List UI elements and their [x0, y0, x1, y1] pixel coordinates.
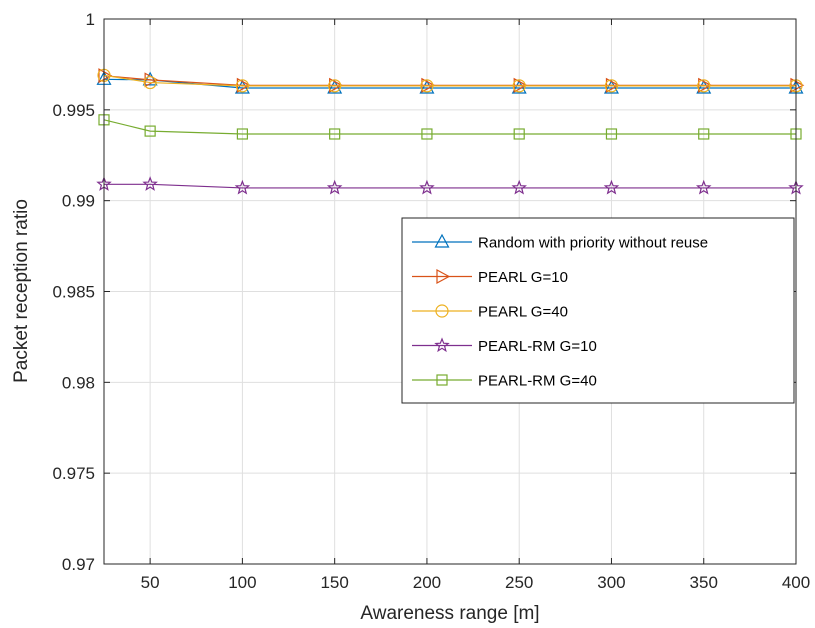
star-marker — [234, 179, 251, 195]
circle-marker — [143, 75, 157, 90]
star-marker — [142, 176, 158, 191]
x-tick-label: 150 — [320, 573, 348, 592]
x-tick-label: 250 — [505, 573, 533, 592]
circle-marker — [697, 79, 711, 93]
y-tick-label: 0.99 — [62, 192, 95, 211]
y-tick-label: 0.98 — [62, 373, 95, 392]
series-3 — [97, 68, 803, 93]
legend-label: PEARL-RM G=40 — [478, 373, 597, 390]
legend-label: PEARL G=10 — [478, 269, 568, 286]
circle-marker — [328, 79, 342, 93]
legend-item: PEARL-RM G=10 — [412, 337, 597, 355]
x-axis-label: Awareness range [m] — [360, 603, 539, 624]
star-marker — [326, 179, 343, 195]
series-line — [103, 74, 796, 87]
legend-label: Random with priority without reuse — [478, 235, 708, 252]
star-marker — [695, 179, 712, 195]
legend-item: PEARL G=10 — [412, 268, 568, 286]
x-axis: 50 100 150 200 250 300 350 400 — [141, 19, 810, 592]
star-marker — [419, 179, 435, 195]
circle-marker — [235, 79, 249, 93]
y-tick-label: 1 — [86, 10, 95, 29]
square-marker — [144, 125, 156, 137]
y-tick-label: 0.995 — [52, 101, 95, 120]
series-line — [103, 119, 796, 135]
square-marker — [436, 374, 448, 386]
star-marker — [511, 179, 527, 195]
x-tick-label: 200 — [413, 573, 441, 592]
star-marker — [434, 337, 450, 353]
triangle-up-marker — [434, 233, 450, 248]
legend-item: PEARL-RM G=40 — [412, 373, 597, 390]
square-marker — [329, 128, 341, 140]
x-tick-label: 400 — [782, 573, 810, 592]
series-4 — [96, 176, 804, 195]
series-line — [103, 78, 796, 89]
y-axis-label: Packet reception ratio — [11, 199, 32, 383]
x-tick-label: 300 — [597, 573, 625, 592]
square-marker — [698, 128, 710, 140]
x-tick-label: 100 — [228, 573, 256, 592]
triangle-right-marker — [436, 268, 451, 285]
x-tick-label: 350 — [690, 573, 718, 592]
legend-label: PEARL G=40 — [478, 304, 568, 321]
y-axis: 0.97 0.975 0.98 0.985 0.99 0.995 1 — [52, 10, 796, 574]
legend-item: PEARL G=40 — [412, 304, 568, 321]
triangle-up-marker — [142, 71, 158, 86]
circle-marker — [420, 79, 434, 93]
triangle-right-marker — [98, 68, 113, 84]
series-line — [104, 183, 796, 189]
circle-marker — [435, 304, 449, 318]
legend-label: PEARL-RM G=10 — [478, 338, 597, 355]
square-marker — [421, 128, 433, 140]
y-tick-label: 0.97 — [62, 555, 95, 574]
circle-marker — [512, 79, 526, 93]
square-marker — [513, 128, 525, 140]
y-tick-label: 0.985 — [52, 283, 95, 302]
square-marker — [236, 128, 248, 140]
legend: Random with priority without reuse PEARL … — [401, 217, 795, 404]
x-tick-label: 50 — [141, 573, 160, 592]
circle-marker — [604, 79, 619, 93]
star-marker — [603, 179, 620, 195]
legend-item: Random with priority without reuse — [412, 233, 708, 252]
series-layer — [96, 68, 805, 195]
square-marker — [605, 128, 618, 140]
y-tick-label: 0.975 — [52, 464, 95, 483]
